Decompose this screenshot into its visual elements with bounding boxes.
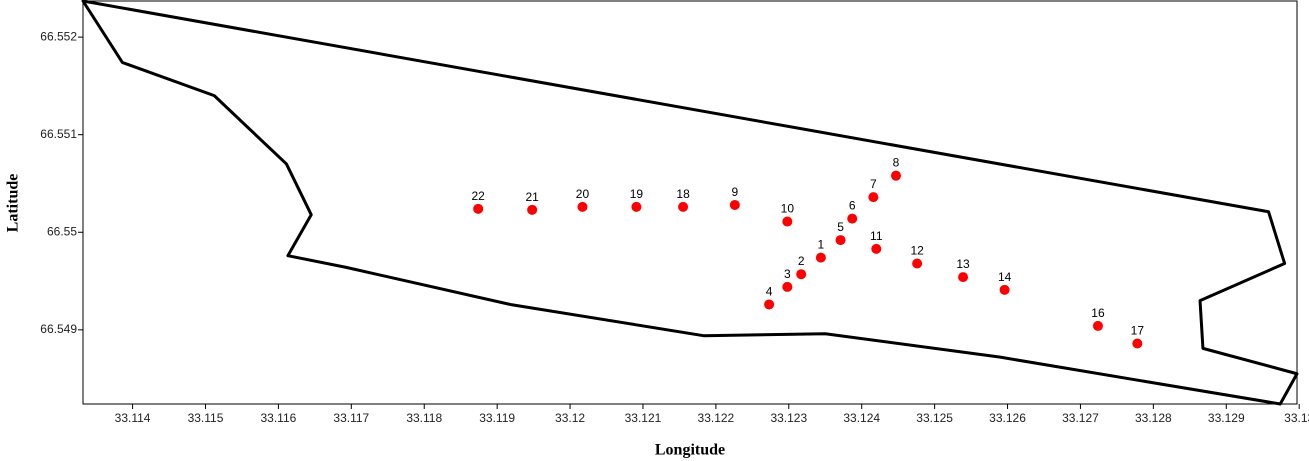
- x-tick-label: 33.12: [555, 411, 585, 425]
- point-label: 9: [731, 185, 738, 199]
- point: [678, 201, 689, 212]
- plot-frame: [82, 0, 1298, 405]
- point: [764, 299, 775, 310]
- point-label: 20: [576, 187, 590, 201]
- point: [871, 243, 882, 254]
- x-tick-label: 33.125: [916, 411, 953, 425]
- point-label: 12: [910, 243, 924, 257]
- point: [577, 201, 588, 212]
- x-tick-label: 33.116: [261, 411, 297, 425]
- point: [835, 235, 846, 246]
- x-tick-label: 33.129: [1208, 411, 1245, 425]
- point: [815, 252, 826, 263]
- x-tick-label: 33.114: [115, 411, 151, 425]
- point-label: 1: [818, 238, 825, 252]
- point-label: 3: [784, 267, 791, 281]
- y-axis-title: Latitude: [5, 174, 22, 233]
- point: [796, 269, 807, 280]
- point: [912, 258, 923, 269]
- x-tick-label: 33.121: [625, 411, 662, 425]
- point-label: 10: [781, 202, 795, 216]
- point-label: 16: [1091, 306, 1105, 320]
- point: [847, 213, 858, 224]
- point: [868, 192, 879, 203]
- y-tick-label: 66.552: [40, 29, 77, 43]
- point-label: 14: [998, 270, 1012, 284]
- y-tick-label: 66.551: [40, 127, 77, 141]
- point: [890, 170, 901, 181]
- point-label: 21: [525, 190, 539, 204]
- y-tick-label: 66.55: [47, 224, 77, 238]
- point: [958, 272, 969, 283]
- point-label: 2: [798, 254, 805, 268]
- x-tick-label: 33.124: [843, 411, 880, 425]
- boundary: [81, 0, 1299, 406]
- point-label: 5: [837, 220, 844, 234]
- point: [631, 201, 642, 212]
- point-label: 13: [956, 257, 970, 271]
- x-tick-label: 33.118: [406, 411, 442, 425]
- x-tick-label: 33.127: [1062, 411, 1099, 425]
- x-tick-label: 33.119: [479, 411, 515, 425]
- point-label: 8: [893, 156, 900, 170]
- point-label: 22: [472, 189, 486, 203]
- x-tick-label: 33.128: [1135, 411, 1172, 425]
- x-tick-label: 33.123: [770, 411, 807, 425]
- x-tick-label: 33.115: [188, 411, 224, 425]
- point: [782, 216, 793, 227]
- point: [473, 203, 484, 214]
- point: [527, 204, 538, 215]
- x-axis-title: Longitude: [655, 442, 725, 459]
- x-tick-label: 33.13: [1284, 411, 1309, 425]
- point: [782, 281, 793, 292]
- point-label: 4: [766, 284, 773, 298]
- point-label: 19: [630, 187, 644, 201]
- point-label: 18: [676, 187, 690, 201]
- point: [1092, 320, 1103, 331]
- point-label: 7: [870, 177, 877, 191]
- point: [999, 284, 1010, 295]
- x-tick-label: 33.126: [989, 411, 1026, 425]
- x-tick-label: 33.117: [333, 411, 369, 425]
- point: [729, 199, 740, 210]
- x-tick-label: 33.122: [698, 411, 735, 425]
- point-label: 11: [870, 229, 883, 243]
- point: [1132, 338, 1143, 349]
- point-label: 6: [849, 199, 856, 213]
- y-tick-label: 66.549: [40, 322, 77, 336]
- point-label: 17: [1131, 324, 1145, 338]
